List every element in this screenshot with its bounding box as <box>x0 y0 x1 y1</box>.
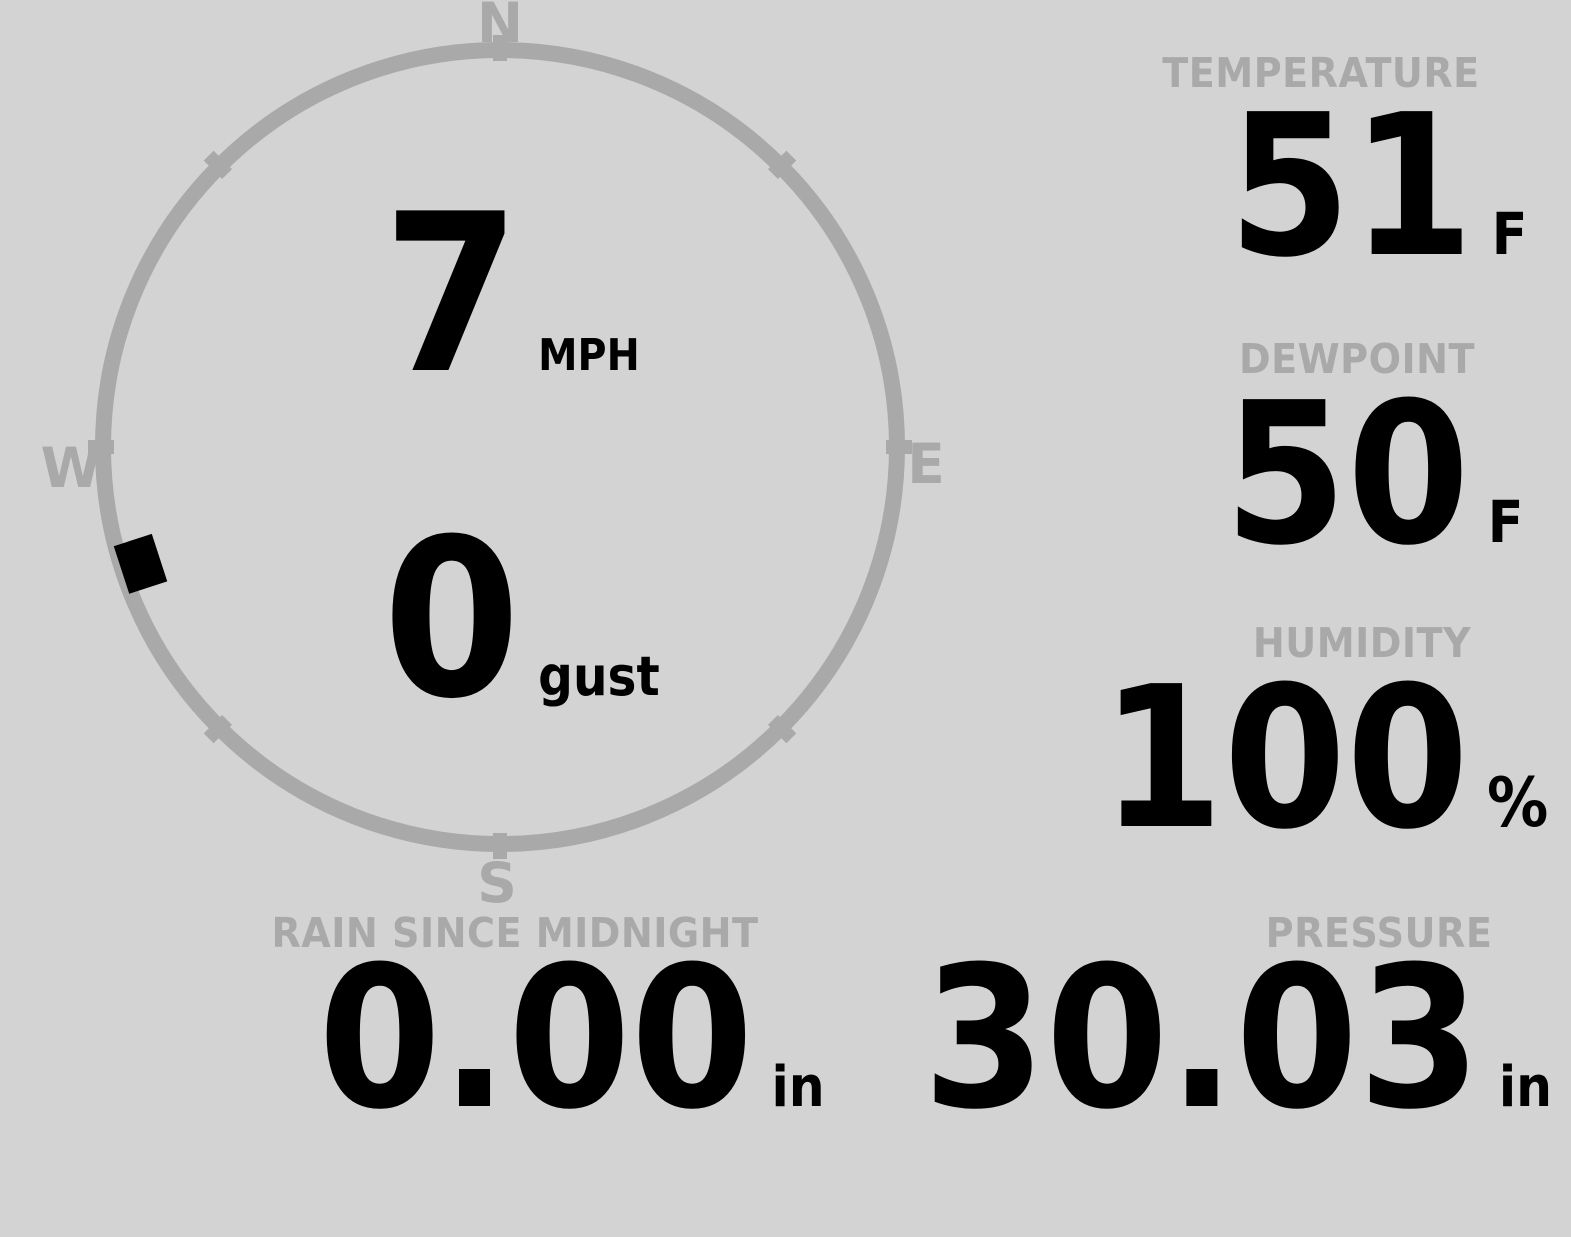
rain-since-midnight-readout: 0.00 in <box>319 941 825 1137</box>
temperature-value: 51 <box>1227 73 1474 301</box>
pressure-value: 30.03 <box>922 925 1481 1153</box>
pressure-readout: 30.03 in <box>923 941 1552 1137</box>
dewpoint-label: DEWPOINT <box>1239 335 1475 383</box>
compass-tick-w <box>88 440 114 454</box>
compass-tick-e <box>886 440 912 454</box>
temperature-readout: 51 F <box>1228 89 1527 285</box>
dewpoint-unit: F <box>1487 488 1523 556</box>
rain-since-midnight-label: RAIN SINCE MIDNIGHT <box>271 909 759 957</box>
humidity-label: HUMIDITY <box>1252 619 1472 667</box>
cardinal-south: S <box>477 851 517 915</box>
temperature-label: TEMPERATURE <box>1162 49 1480 97</box>
compass-tick-sw <box>203 714 233 744</box>
pressure-label: PRESSURE <box>1265 909 1493 957</box>
compass-tick-ne <box>767 150 797 180</box>
compass-tick-se <box>767 714 797 744</box>
rain-value: 0.00 <box>318 925 754 1153</box>
dewpoint-value: 50 <box>1223 361 1470 589</box>
wind-gust-readout: 0 gust <box>383 510 660 729</box>
humidity-readout: 100 % <box>1100 661 1548 857</box>
compass-tick-nw <box>203 150 233 180</box>
cardinal-west: W <box>40 436 102 500</box>
wind-speed-readout: 7 MPH <box>383 185 640 404</box>
rain-unit: in <box>771 1055 825 1120</box>
wind-speed-value: 7 <box>383 167 521 422</box>
wind-gust-unit: gust <box>538 645 660 708</box>
compass-ticks <box>88 35 912 859</box>
pressure-unit: in <box>1498 1055 1552 1120</box>
wind-speed-unit: MPH <box>538 330 640 381</box>
compass-tick-s <box>493 833 507 859</box>
humidity-value: 100 <box>1100 645 1469 873</box>
wind-gust-value: 0 <box>383 492 521 747</box>
cardinal-north: N <box>476 0 524 55</box>
wind-direction-marker <box>113 533 168 594</box>
humidity-unit: % <box>1486 764 1548 843</box>
temperature-unit: F <box>1491 200 1527 268</box>
compass-tick-n <box>493 35 507 61</box>
dewpoint-readout: 50 F <box>1224 377 1523 573</box>
cardinal-east: E <box>907 432 945 496</box>
